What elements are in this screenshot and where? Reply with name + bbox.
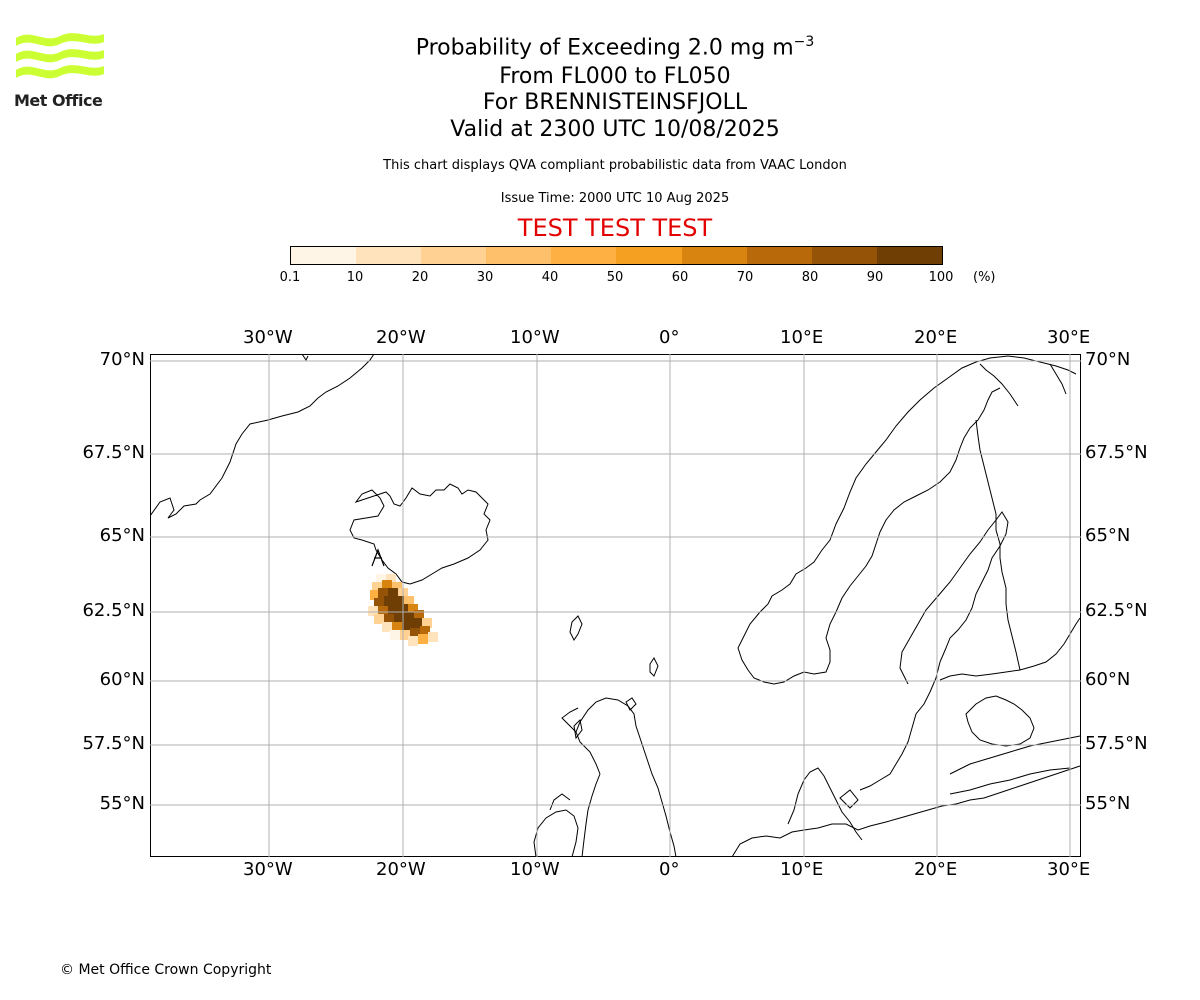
colorbar-bin-2 [421,247,487,264]
baltic-coast [899,511,1009,685]
denmark-coast [787,767,863,841]
chart-title: Probability of Exceeding 2.0 mg m−3 [0,29,1200,61]
chart-description: This chart displays QVA compliant probab… [383,158,847,173]
colorbar-bin-0 [291,247,357,264]
scandinavia-coast [737,355,1077,649]
graticule [150,354,1081,857]
colorbar-bin-1 [356,247,422,264]
norway-inner-coast [737,387,1001,685]
colorbar-bin-4 [551,247,617,264]
lat-label-right: 62.5°N [1085,600,1148,621]
scandinavian-islands [979,363,1019,407]
colorbar-tick: 90 [866,270,884,285]
sweden-coast [859,661,941,791]
issue-time: Issue Time: 2000 UTC 10 Aug 2025 [500,191,730,206]
greenland-coast [150,354,375,519]
logo-text: Met Office [14,91,103,110]
lon-label-top: 30°E [1047,327,1091,348]
volcano-name: For BRENNISTEINSFJOLL [482,90,748,115]
colorbar-tick: 0.1 [279,270,301,285]
shetland-islands [649,657,659,677]
colorbar-tick: 30 [476,270,494,285]
colorbar-tick: 10 [346,270,364,285]
met-office-wave-icon [16,33,104,79]
britain-coast [575,697,677,857]
britain-coast [581,773,601,857]
lat-label-right: 57.5°N [1085,733,1148,754]
ireland-coast [533,809,579,857]
lat-label-left: 67.5°N [82,442,145,463]
lon-label-bottom: 10°E [780,859,824,880]
map-border [150,354,1081,857]
flight-level-range: From FL000 to FL050 [499,64,731,89]
valid-time: Valid at 2300 UTC 10/08/2025 [450,117,780,142]
colorbar-tick: 40 [541,270,559,285]
lon-label-top: 10°W [510,327,560,348]
lat-label-right: 60°N [1085,669,1131,690]
colorbar-bin-7 [746,247,812,264]
colorbar-tick: 50 [606,270,624,285]
lon-label-top: 10°E [780,327,824,348]
title-exponent: −3 [793,34,815,50]
greenland-coast [301,354,309,361]
lon-label-bottom: 20°W [376,859,426,880]
north-coast-fragments [1049,363,1067,395]
shetland-islands [625,697,637,711]
colorbar-tick: 60 [671,270,689,285]
lon-label-bottom: 30°E [1047,859,1091,880]
lon-label-top: 20°W [376,327,426,348]
colorbar-unit: (%) [973,270,996,285]
lon-label-top: 0° [659,327,680,348]
lat-label-left: 57.5°N [82,733,145,754]
colorbar-bin-5 [616,247,682,264]
lon-label-bottom: 10°W [510,859,560,880]
lat-label-right: 67.5°N [1085,442,1148,463]
colorbar-tick: 100 [928,270,954,285]
colorbar-tick: 80 [801,270,819,285]
lon-label-top: 30°W [243,327,293,348]
map-frame [150,354,1081,857]
lat-label-right: 70°N [1085,349,1131,370]
europe-coast [731,765,1081,857]
colorbar-bin-6 [681,247,747,264]
lat-label-left: 60°N [99,669,145,690]
volcano-marker [371,548,385,567]
lat-label-left: 62.5°N [82,600,145,621]
colorbar-tick: 70 [736,270,754,285]
lon-label-top: 20°E [914,327,958,348]
met-office-logo: Met Office [14,30,114,112]
baltic-borders [949,767,1071,795]
colorbar-bin-9 [876,247,942,264]
lat-label-left: 55°N [99,793,145,814]
colorbar-bin-3 [486,247,552,264]
lat-label-left: 65°N [99,525,145,546]
colorbar-tick: 20 [411,270,429,285]
title-text: Probability of Exceeding 2.0 mg m [415,35,794,61]
hebrides [573,718,583,740]
lat-label-right: 55°N [1085,793,1131,814]
faroe-islands [569,615,583,641]
lon-label-bottom: 20°E [914,859,958,880]
ash-probability-plume [368,574,438,646]
colorbar-bin-8 [811,247,877,264]
gulf-of-riga [965,695,1035,747]
lat-label-right: 65°N [1085,525,1131,546]
iceland-coast [349,483,491,585]
finland-coast [939,617,1081,681]
copyright-notice: © Met Office Crown Copyright [60,962,272,978]
finland-interior [975,419,1021,671]
lon-label-bottom: 0° [659,859,680,880]
britain-coast [561,707,579,733]
test-banner: TEST TEST TEST [517,214,713,242]
coastlines [150,354,1081,857]
lon-label-bottom: 30°W [243,859,293,880]
baltic-borders [949,735,1081,775]
lat-label-left: 70°N [99,349,145,370]
colorbar [290,246,943,265]
